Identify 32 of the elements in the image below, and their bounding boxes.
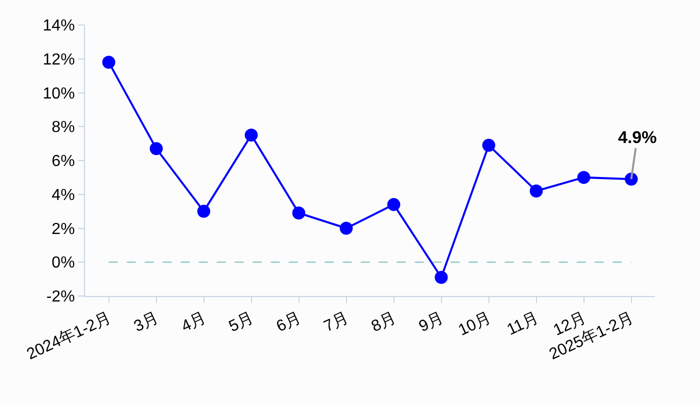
x-tick-label: 5月 — [226, 310, 256, 336]
point — [150, 142, 163, 156]
point — [102, 56, 116, 69]
x-tick-label: 9月 — [416, 310, 446, 336]
point — [482, 138, 496, 152]
x-tick-label: 3月 — [132, 310, 162, 336]
y-tick-label: 0% — [52, 254, 75, 272]
y-tick-label: -2% — [46, 288, 75, 306]
y-tick-label: 14% — [42, 18, 75, 35]
point — [292, 206, 306, 220]
point — [244, 128, 258, 142]
y-tick-label: 2% — [52, 220, 75, 238]
point — [577, 170, 590, 184]
x-tick-label: 6月 — [274, 310, 304, 336]
x-tick-label: 4月 — [179, 310, 209, 336]
y-tick-label: 4% — [52, 186, 75, 204]
y-tick-label: 6% — [52, 153, 75, 170]
x-tick-label: 7月 — [322, 310, 352, 336]
point — [624, 172, 638, 186]
y-tick-label: 10% — [42, 85, 75, 102]
point — [197, 204, 210, 218]
point — [387, 198, 400, 212]
point — [530, 184, 543, 198]
x-tick-label: 2024年1-2月 — [24, 310, 114, 364]
x-tick-label: 11月 — [504, 310, 542, 339]
x-tick-label: 10月 — [456, 310, 494, 340]
point — [340, 222, 353, 235]
y-tick-label: 8% — [52, 119, 75, 136]
y-tick-label: 12% — [42, 51, 75, 68]
x-tick-label: 8月 — [369, 310, 399, 336]
annotation: 4.9% — [618, 128, 657, 147]
point — [434, 270, 448, 284]
